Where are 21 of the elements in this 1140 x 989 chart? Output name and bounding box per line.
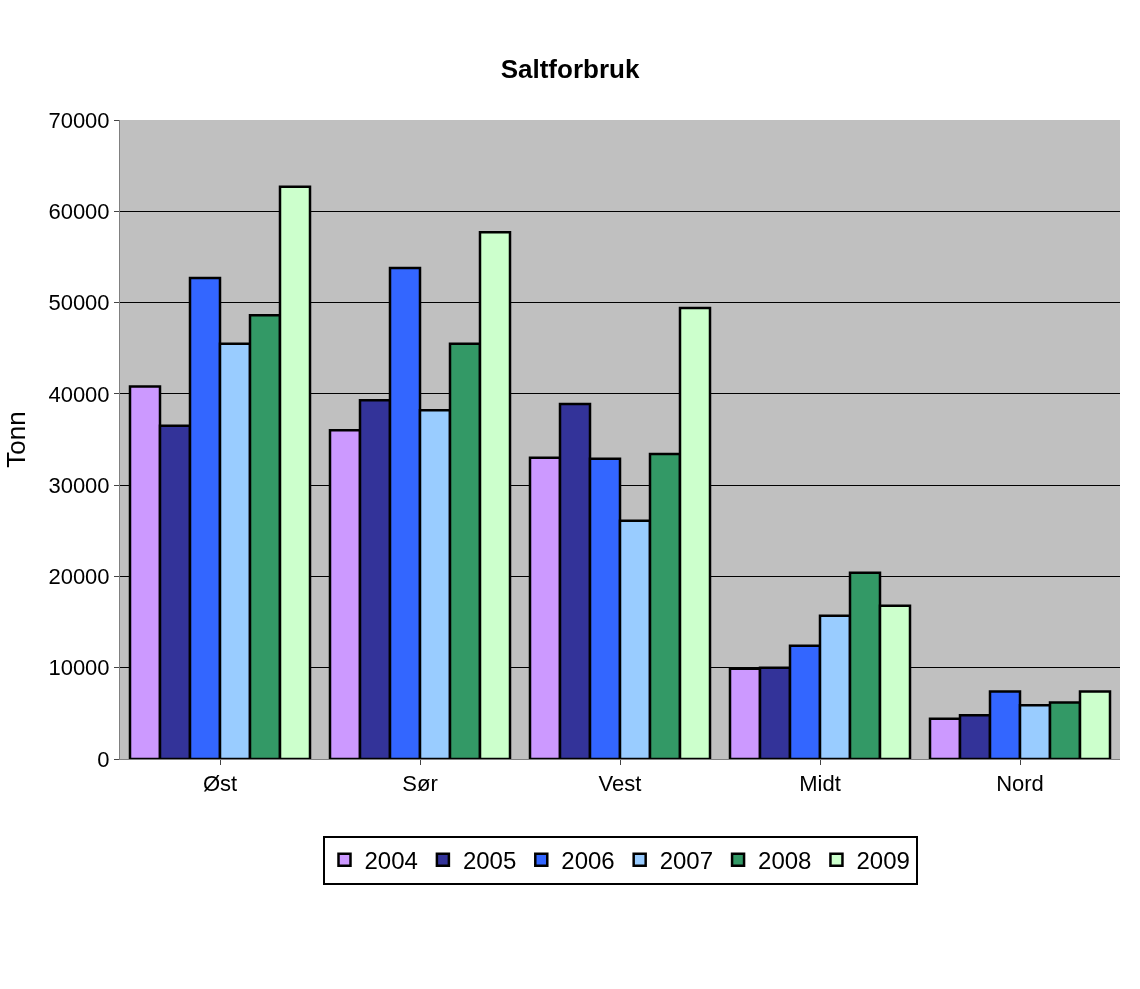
x-tick-label: Nord [996,771,1044,797]
legend-label: 2004 [364,847,418,875]
legend-label: 2006 [561,847,615,875]
y-tick-label: 40000 [48,381,110,407]
legend-label: 2009 [856,847,910,875]
x-tick-label: Vest [598,771,642,797]
y-axis-title: Tonn [0,411,31,468]
y-tick-label: 60000 [48,198,110,224]
x-tick-label: Midt [799,771,841,797]
x-tick-label: Øst [202,771,238,797]
y-tick-label: 30000 [48,472,110,498]
y-tick-label: 0 [97,746,110,772]
legend-label: 2008 [758,847,812,875]
chart-title: Saltforbruk [500,53,640,84]
y-tick-label: 70000 [48,107,110,133]
y-tick-label: 20000 [48,564,110,590]
y-tick-label: 50000 [48,290,110,316]
legend-label: 2005 [462,847,517,875]
x-tick-label: Sør [402,771,438,797]
y-tick-label: 10000 [48,655,110,681]
legend-label: 2007 [659,847,714,875]
